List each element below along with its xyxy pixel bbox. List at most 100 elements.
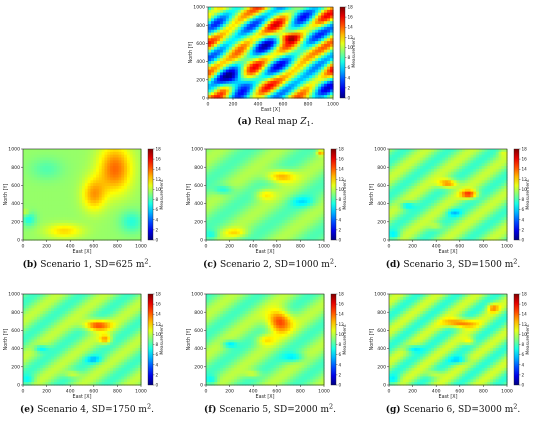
heatmap-cell <box>132 191 136 196</box>
heatmap-cell <box>246 21 251 25</box>
heatmap-cell <box>82 171 86 176</box>
heatmap-cell <box>321 52 325 56</box>
x-tick-label: 1000 <box>318 244 330 250</box>
heatmap-cell <box>76 231 80 235</box>
heatmap-cell <box>62 180 66 184</box>
heatmap-cell <box>115 197 120 201</box>
heatmap-cell <box>419 183 424 187</box>
heatmap-cell <box>284 228 289 233</box>
y-tick-label: 400 <box>196 59 205 65</box>
heatmap-cell <box>51 205 55 210</box>
heatmap-cell <box>436 200 441 204</box>
heatmap-cell <box>262 166 266 170</box>
heatmap-cell <box>504 160 508 164</box>
heatmap-cell <box>394 166 399 170</box>
heatmap-cell <box>28 205 33 210</box>
heatmap-cell <box>490 149 494 153</box>
heatmap-cell <box>132 228 136 233</box>
heatmap-cell <box>324 95 328 99</box>
heatmap-cell <box>248 194 252 198</box>
heatmap-cell <box>245 203 249 207</box>
heatmap-cell <box>73 151 77 156</box>
heatmap-cell <box>417 160 421 164</box>
heatmap-cell <box>330 52 334 56</box>
heatmap-cell <box>37 168 41 173</box>
heatmap-cell <box>45 208 49 213</box>
heatmap-cell <box>79 217 83 221</box>
heatmap-cell <box>56 168 61 173</box>
heatmap-cell <box>411 185 415 190</box>
heatmap-cell <box>301 231 305 235</box>
heatmap-cell <box>222 222 227 227</box>
heatmap-cell <box>281 234 286 238</box>
heatmap-cell <box>79 234 83 238</box>
heatmap-cell <box>309 151 314 156</box>
heatmap-cell <box>273 41 278 45</box>
heatmap-cell <box>304 185 308 190</box>
heatmap-cell <box>287 217 291 221</box>
heatmap-cell <box>279 46 284 51</box>
heatmap-cell <box>132 200 136 204</box>
heatmap-cell <box>253 237 258 241</box>
heatmap-cell <box>234 80 239 85</box>
heatmap-cell <box>391 185 396 190</box>
heatmap-cell <box>267 168 272 173</box>
heatmap-cell <box>291 26 295 31</box>
heatmap-cell <box>231 75 236 79</box>
heatmap-cell <box>422 180 427 184</box>
heatmap-cell <box>231 18 236 22</box>
heatmap-cell <box>28 237 33 241</box>
heatmap-cell <box>53 177 58 181</box>
heatmap-cell <box>288 69 292 73</box>
heatmap-cell <box>245 166 249 170</box>
heatmap-cell <box>300 55 304 59</box>
heatmap-cell <box>231 191 235 196</box>
heatmap-cell <box>67 149 72 153</box>
heatmap-cell <box>312 58 316 62</box>
heatmap-cell <box>225 160 230 164</box>
heatmap-cell <box>473 151 477 156</box>
heatmap-cell <box>65 163 69 167</box>
heatmap-cell <box>110 154 114 159</box>
heatmap-cell <box>297 75 301 79</box>
heatmap-cell <box>51 171 55 176</box>
heatmap-cell <box>51 188 55 193</box>
heatmap-cell <box>473 168 477 173</box>
heatmap-cell <box>273 32 278 37</box>
heatmap-cell <box>306 66 310 71</box>
heatmap-cell <box>411 197 415 201</box>
heatmap-cell <box>228 205 232 210</box>
heatmap-cell <box>129 225 134 230</box>
heatmap-cell <box>90 188 94 193</box>
heatmap-cell <box>279 174 283 179</box>
heatmap-cell <box>291 80 295 85</box>
heatmap-cell <box>236 191 241 196</box>
heatmap-cell <box>282 80 286 85</box>
heatmap-cell <box>307 180 311 184</box>
heatmap-cell <box>118 208 122 213</box>
heatmap-cell <box>228 72 233 76</box>
heatmap-cell <box>124 160 128 164</box>
heatmap-cell <box>258 41 263 45</box>
heatmap-cell <box>96 211 100 215</box>
heatmap-cell <box>222 203 227 207</box>
heatmap-cell <box>214 171 218 176</box>
heatmap-cell <box>473 166 477 170</box>
heatmap-cell <box>228 220 232 224</box>
heatmap-cell <box>98 171 103 176</box>
heatmap-cell <box>318 177 322 181</box>
heatmap-cell <box>115 157 120 161</box>
heatmap-cell <box>258 32 263 37</box>
heatmap-cell <box>327 12 331 17</box>
heatmap-cell <box>228 29 233 34</box>
heatmap-cell <box>330 69 334 73</box>
heatmap-cell <box>281 180 286 184</box>
heatmap-cell <box>300 66 304 71</box>
heatmap-cell <box>112 180 117 184</box>
heatmap-cell <box>428 168 432 173</box>
heatmap-cell <box>225 183 230 187</box>
heatmap-cell <box>495 171 500 176</box>
heatmap-cell <box>255 52 260 56</box>
heatmap-cell <box>48 237 52 241</box>
heatmap-cell <box>126 231 131 235</box>
